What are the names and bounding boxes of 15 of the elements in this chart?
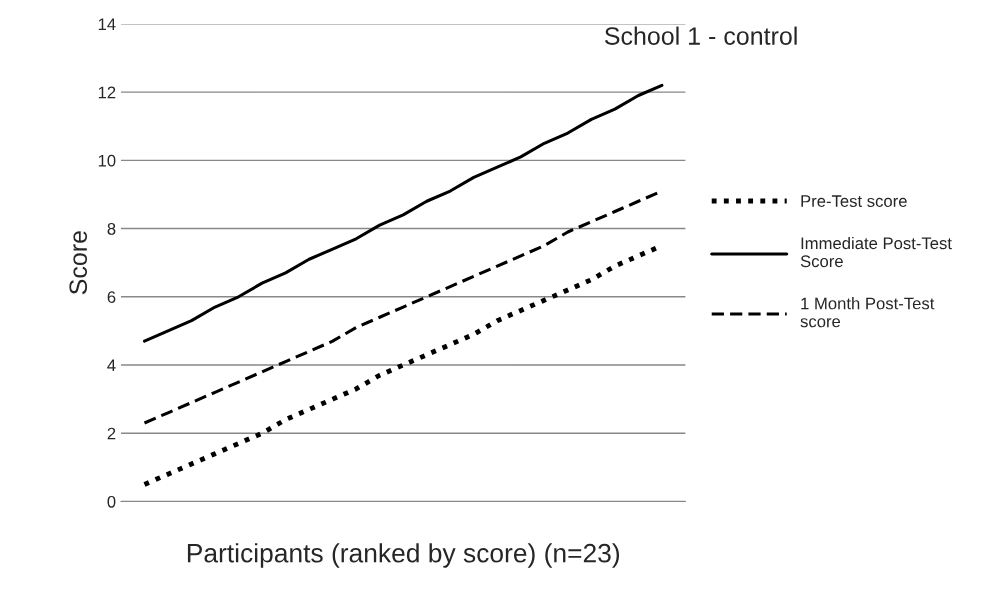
y-tick-label: 2	[107, 427, 116, 440]
legend-label: 1 Month Post-Test score	[800, 297, 935, 328]
y-tick-label: 0	[107, 495, 116, 508]
chart-title: School 1 - control	[604, 26, 797, 45]
legend-label: Pre-Test score	[801, 195, 907, 207]
x-axis-title: Participants (ranked by score) (n=23)	[187, 543, 620, 568]
legend-label: Immediate Post-Test Score	[800, 236, 952, 268]
y-tick-label: 6	[107, 291, 116, 303]
y-tick-label: 12	[98, 86, 116, 99]
y-tick-label: 14	[98, 18, 116, 30]
y-axis-title: Score	[69, 231, 88, 295]
y-tick-label: 4	[107, 359, 116, 372]
y-tick-label: 8	[107, 222, 116, 235]
y-tick-label: 10	[98, 154, 116, 167]
line-series	[142, 83, 664, 343]
